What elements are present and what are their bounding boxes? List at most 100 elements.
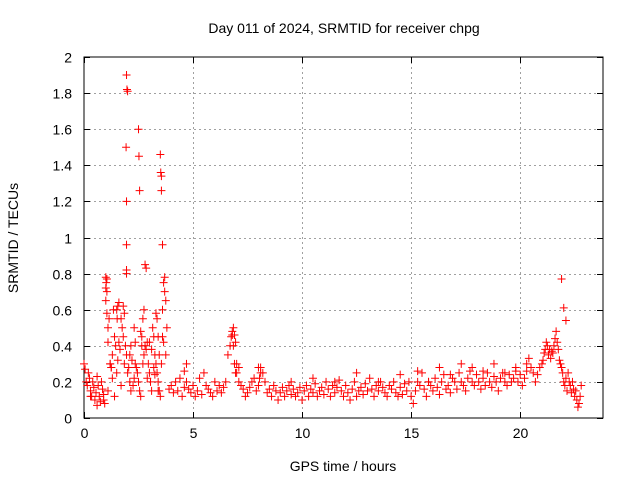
data-point (552, 327, 561, 336)
data-point (119, 332, 128, 341)
data-point (559, 303, 568, 312)
data-points (80, 71, 586, 412)
data-point (215, 381, 224, 390)
ticks (84, 57, 603, 419)
data-point (577, 381, 586, 390)
data-point (80, 359, 88, 368)
data-point (483, 368, 492, 377)
data-point (120, 309, 129, 318)
data-point (274, 395, 283, 404)
data-point (398, 390, 407, 399)
data-point (326, 392, 335, 401)
data-point (428, 386, 437, 395)
data-point (555, 356, 564, 365)
data-point (308, 388, 317, 397)
data-point (554, 345, 563, 354)
data-point (108, 374, 117, 383)
data-point (156, 150, 165, 159)
data-point (99, 395, 108, 404)
data-point (533, 370, 542, 379)
data-point (446, 370, 455, 379)
data-point (267, 392, 276, 401)
data-point (154, 377, 163, 386)
data-point (549, 341, 558, 350)
data-point (540, 349, 549, 358)
data-point (245, 383, 254, 392)
data-point (150, 370, 159, 379)
data-point (563, 386, 572, 395)
data-point (437, 377, 446, 386)
data-point (298, 395, 307, 404)
data-point (492, 377, 501, 386)
data-point (95, 392, 104, 401)
data-point (158, 305, 167, 314)
data-point (105, 314, 114, 323)
data-point (178, 392, 187, 401)
data-point (265, 385, 274, 394)
data-point (374, 386, 383, 395)
grid (84, 57, 603, 418)
data-point (547, 347, 556, 356)
data-point (173, 386, 182, 395)
data-point (114, 298, 123, 307)
data-point (459, 381, 468, 390)
data-point (271, 386, 280, 395)
x-tick-label: 0 (81, 425, 89, 441)
data-point (134, 152, 143, 161)
data-point (153, 314, 162, 323)
data-point (503, 381, 512, 390)
data-point (289, 385, 298, 394)
data-point (575, 399, 584, 408)
data-point (568, 377, 577, 386)
data-point (133, 368, 142, 377)
data-point (89, 383, 98, 392)
data-point (125, 350, 134, 359)
data-point (446, 388, 455, 397)
data-point (93, 401, 102, 410)
data-point (115, 345, 124, 354)
data-point (479, 367, 488, 376)
data-point (142, 264, 151, 273)
y-tick-label: 0.4 (53, 339, 73, 355)
data-point (112, 305, 121, 314)
data-point (487, 383, 496, 392)
data-point (122, 85, 131, 94)
data-point (138, 359, 147, 368)
data-point (229, 323, 238, 332)
data-point (500, 368, 509, 377)
data-point (117, 381, 126, 390)
data-point (149, 363, 158, 372)
y-tick-label: 1 (64, 231, 72, 247)
data-point (481, 381, 490, 390)
y-tick-label: 1.2 (53, 194, 73, 210)
data-point (161, 350, 170, 359)
data-point (252, 386, 261, 395)
data-point (130, 374, 139, 383)
data-point (114, 338, 123, 347)
data-point (548, 349, 557, 358)
data-point (154, 386, 163, 395)
data-point (511, 363, 520, 372)
data-point (461, 386, 470, 395)
y-tick-label: 1.4 (53, 158, 73, 174)
data-point (529, 368, 538, 377)
data-point (348, 385, 357, 394)
data-point (182, 377, 191, 386)
data-point (457, 359, 466, 368)
data-point (90, 395, 99, 404)
data-point (561, 316, 570, 325)
data-point (269, 381, 278, 390)
data-point (81, 365, 90, 374)
data-point (243, 388, 252, 397)
data-point (287, 390, 296, 399)
chart-title: Day 011 of 2024, SRMTID for receiver chp… (208, 20, 479, 36)
data-point (124, 363, 133, 372)
data-point (378, 383, 387, 392)
data-point (531, 377, 540, 386)
data-point (396, 370, 405, 379)
data-point (402, 386, 411, 395)
data-point (191, 392, 200, 401)
data-point (122, 71, 131, 80)
x-tick-label: 5 (190, 425, 198, 441)
